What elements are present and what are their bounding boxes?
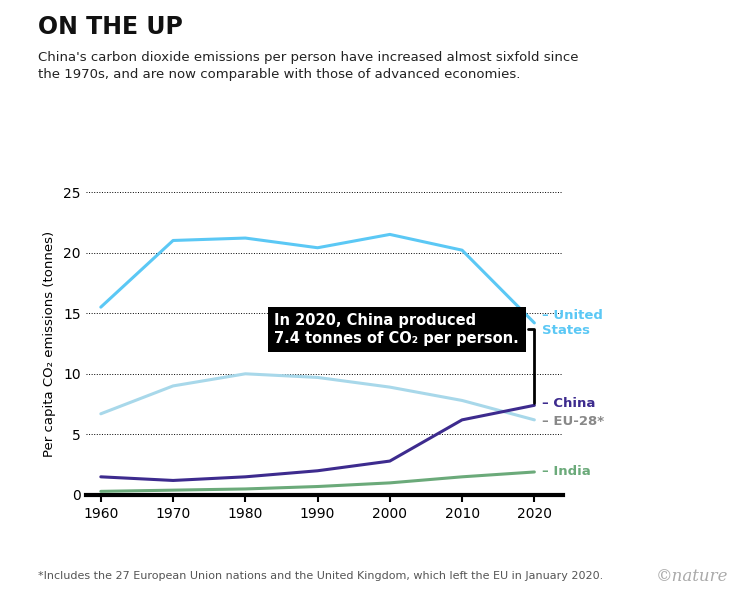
Text: In 2020, China produced
7.4 tonnes of CO₂ per person.: In 2020, China produced 7.4 tonnes of CO…	[274, 313, 535, 403]
Text: – United
States: – United States	[541, 309, 602, 337]
Text: – China: – China	[541, 397, 595, 410]
Text: China's carbon dioxide emissions per person have increased almost sixfold since
: China's carbon dioxide emissions per per…	[38, 51, 578, 81]
Text: – EU-28*: – EU-28*	[541, 415, 604, 428]
Y-axis label: Per capita CO₂ emissions (tonnes): Per capita CO₂ emissions (tonnes)	[44, 230, 56, 457]
Text: ©nature: ©nature	[656, 568, 728, 585]
Text: ON THE UP: ON THE UP	[38, 15, 182, 39]
Text: – India: – India	[541, 466, 590, 478]
Text: *Includes the 27 European Union nations and the United Kingdom, which left the E: *Includes the 27 European Union nations …	[38, 571, 603, 581]
